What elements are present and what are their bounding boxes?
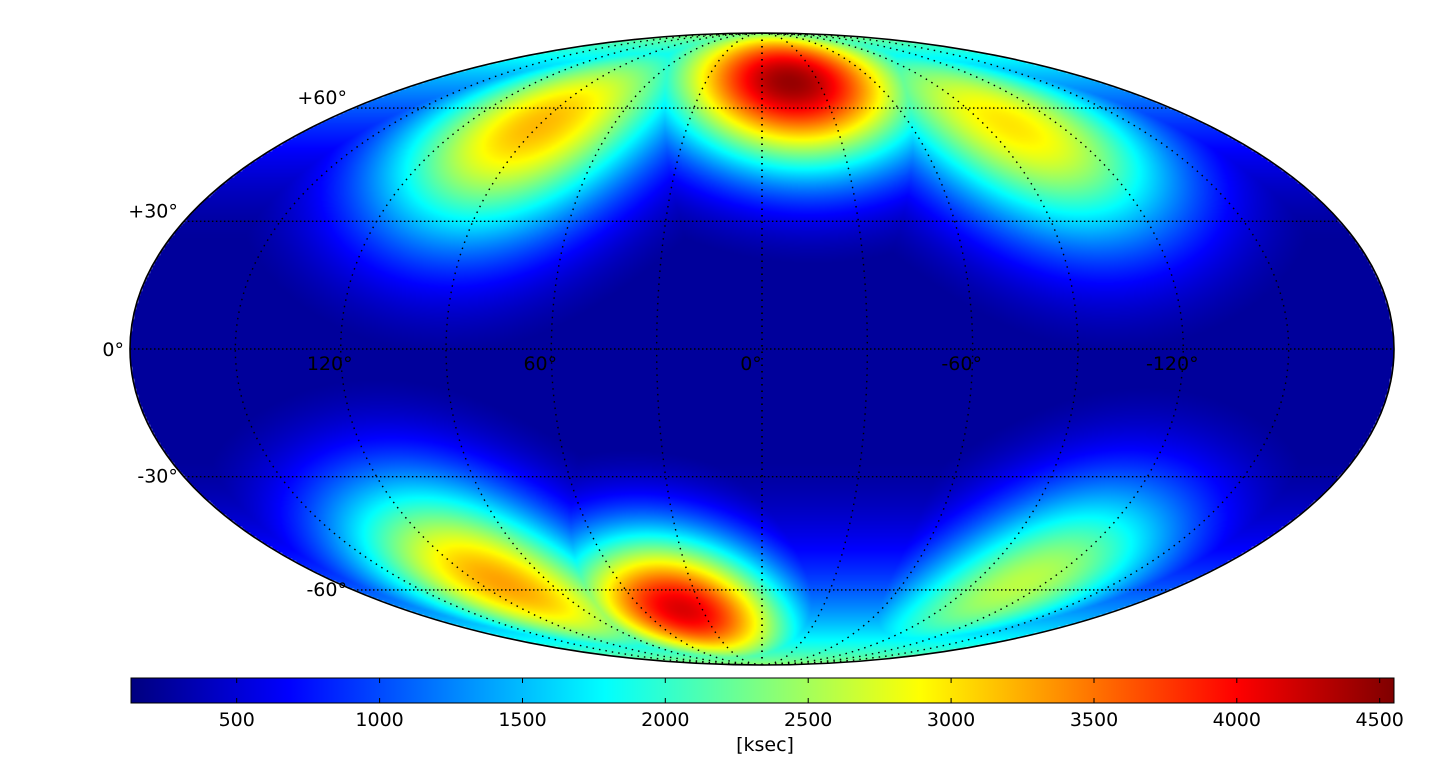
sky-map: +60° +30° 0° -30° -60° 120° 60° 0° -60° -120°	[102, 32, 1395, 666]
latitude-label: +30°	[128, 200, 178, 222]
colorbar-tick-label: 1500	[498, 709, 546, 731]
meridian-line	[234, 33, 763, 665]
meridian-line	[761, 33, 1079, 665]
meridian-line	[761, 33, 868, 665]
meridian-line	[656, 33, 763, 665]
colorbar-tick-label: 1000	[355, 709, 403, 731]
colorbar-tick-label: 2000	[641, 709, 689, 731]
meridian-line	[761, 33, 1185, 665]
meridian-line	[445, 33, 763, 665]
longitude-label: 60°	[523, 353, 557, 375]
colorbar-label: [ksec]	[736, 734, 794, 756]
colorbar-tick-label: 4500	[1356, 709, 1404, 731]
latitude-label: 0°	[102, 339, 124, 361]
colorbar-gradient	[130, 677, 1395, 704]
colorbar-tick-label: 3000	[927, 709, 975, 731]
meridian-line	[339, 33, 763, 665]
colorbar-tick-label: 500	[219, 709, 255, 731]
graticule	[130, 33, 1394, 665]
longitude-label: -60°	[941, 353, 982, 375]
latitude-label: -60°	[306, 579, 347, 601]
colorbar-tick-label: 4000	[1213, 709, 1261, 731]
longitude-label: 120°	[307, 353, 353, 375]
colorbar-ticks: 500 1000 1500 2000 2500 3000 3500 4000 4500	[219, 678, 1404, 731]
latitude-label: +60°	[297, 87, 347, 109]
colorbar-tick-label: 3500	[1070, 709, 1118, 731]
colorbar-tick-label: 2500	[784, 709, 832, 731]
map-boundary	[129, 32, 1395, 666]
colorbar: 500 1000 1500 2000 2500 3000 3500 4000 4500 [kse…	[130, 677, 1404, 756]
longitude-label: -120°	[1146, 353, 1199, 375]
meridian-line	[761, 33, 1290, 665]
longitude-label: 0°	[740, 353, 762, 375]
latitude-label: -30°	[137, 466, 178, 488]
latitude-labels: +60° +30° 0° -30° -60°	[102, 87, 347, 601]
longitude-labels: 120° 60° 0° -60° -120°	[307, 353, 1199, 375]
